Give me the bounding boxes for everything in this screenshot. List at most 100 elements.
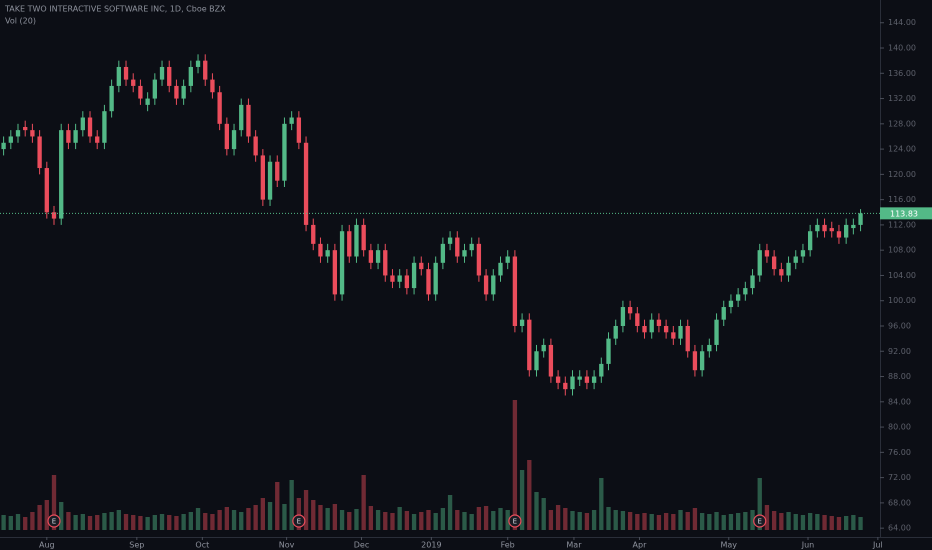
volume-bar [282, 504, 287, 530]
volume-bar [275, 482, 280, 530]
candle-body [239, 104, 244, 131]
candle-body [296, 117, 302, 143]
candle-body [102, 111, 107, 143]
candle-body [843, 224, 849, 238]
candle-body [534, 351, 539, 371]
volume-bar [30, 512, 35, 530]
candle-body [339, 231, 345, 295]
candle-body [383, 250, 388, 276]
volume-bar [764, 505, 770, 530]
volume-bar [109, 512, 114, 530]
volume-bar [318, 505, 323, 530]
candle-body [152, 79, 157, 99]
candle-body [793, 256, 798, 263]
volume-bar [555, 505, 561, 530]
candle-body [224, 123, 230, 150]
volume-bar [483, 506, 489, 530]
candle-body [476, 243, 482, 276]
volume-bar [498, 508, 503, 530]
candle-body [483, 275, 489, 295]
candle-body [822, 224, 827, 232]
candle-body [289, 117, 294, 124]
volume-bar [635, 514, 640, 530]
volume-bar [591, 510, 597, 530]
x-tick-label: Jun [801, 541, 815, 550]
volume-bar [411, 514, 417, 530]
y-tick-label: 72.00 [888, 473, 911, 482]
x-tick-label: Apr [633, 541, 648, 550]
volume-bar [123, 514, 129, 530]
y-tick-label: 112.00 [888, 220, 916, 229]
candle-body [282, 123, 287, 181]
volume-bar [289, 480, 294, 530]
candle-body [347, 231, 352, 257]
candle-body [59, 130, 64, 219]
x-tick-label: Nov [279, 541, 295, 550]
candle-body [498, 262, 503, 276]
volume-bar [584, 513, 590, 530]
y-tick-label: 136.00 [888, 69, 916, 78]
volume-bar [519, 470, 525, 530]
x-tick-label: Sep [129, 541, 144, 550]
candle-body [411, 262, 417, 289]
candle-body [527, 319, 532, 371]
candle-body [87, 117, 93, 137]
volume-bar [375, 510, 381, 530]
candle-body [548, 344, 554, 377]
volume-bar [563, 508, 568, 530]
y-tick-label: 68.00 [888, 498, 911, 507]
candle-body [231, 130, 237, 150]
x-tick-label: Dec [354, 541, 369, 550]
volume-bar [23, 517, 28, 530]
candle-body [361, 224, 366, 251]
volume-bar [829, 516, 834, 530]
volume-bar [116, 510, 121, 530]
volume-bar [505, 510, 510, 530]
candle-body [577, 376, 582, 380]
volume-bar [541, 498, 546, 530]
volume-bar [807, 513, 813, 530]
volume-bar [181, 514, 186, 530]
volume-bar [188, 512, 193, 530]
volume-bar [786, 512, 791, 530]
y-tick-label: 80.00 [888, 423, 911, 432]
volume-bar [671, 514, 676, 530]
candle-body [397, 275, 402, 282]
candle-body [318, 243, 323, 257]
candle-body [260, 155, 266, 200]
volume-bar [15, 514, 21, 530]
candle-body [613, 325, 618, 339]
volume-bar [620, 511, 626, 530]
volume-bar [267, 502, 273, 530]
candle-body [599, 363, 604, 377]
volume-bar [527, 460, 532, 530]
volume-bar [51, 475, 57, 530]
candle-body [145, 98, 150, 105]
candle-body [95, 136, 100, 143]
candle-body [375, 250, 381, 263]
candle-body [606, 338, 611, 364]
volume-bar [851, 515, 856, 530]
candle-body [30, 130, 35, 137]
earnings-marker [47, 514, 61, 528]
volume-bar [174, 516, 179, 530]
candle-body [735, 294, 741, 301]
candle-body [829, 228, 834, 232]
y-tick-label: 100.00 [888, 296, 916, 305]
volume-bar [512, 400, 518, 530]
volume-bar [843, 516, 849, 530]
candle-body [714, 319, 719, 345]
candle-body [123, 66, 129, 80]
y-tick-label: 92.00 [888, 347, 911, 356]
volume-bar [728, 514, 734, 530]
volume-bar [721, 515, 726, 530]
volume-bar [210, 514, 215, 530]
volume-bar [354, 509, 359, 530]
y-tick-label: 124.00 [888, 145, 916, 154]
candle-body [159, 66, 165, 80]
volume-bar [195, 508, 201, 530]
y-tick-label: 140.00 [888, 44, 916, 53]
y-tick-label: 120.00 [888, 170, 916, 179]
candle-body [807, 231, 813, 251]
volume-bar [390, 513, 395, 530]
